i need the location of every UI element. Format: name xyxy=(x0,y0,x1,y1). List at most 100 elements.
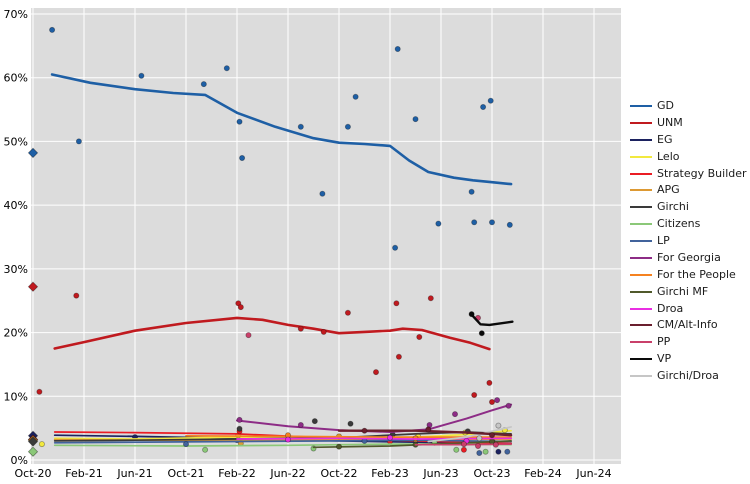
poll-point-strategy-builder xyxy=(460,446,467,453)
series-line-lp xyxy=(53,439,512,444)
poll-point-unm xyxy=(320,328,327,335)
legend-item-lp: LP xyxy=(630,234,670,248)
poll-point-gd xyxy=(223,65,230,72)
legend-color-line xyxy=(630,358,652,361)
poll-point-lp xyxy=(504,448,511,455)
poll-point-unm xyxy=(486,379,493,386)
poll-point-citizens xyxy=(482,448,489,455)
series-line-unm xyxy=(53,316,491,351)
legend-color-line xyxy=(630,256,652,259)
poll-point-gd xyxy=(75,138,82,145)
poll-point-for-georgia xyxy=(297,421,304,428)
poll-point-cm-alt-info xyxy=(488,432,495,439)
poll-point-unm xyxy=(395,353,402,360)
series-line-vp xyxy=(470,313,514,327)
poll-point-gd xyxy=(394,46,401,53)
legend-label: PP xyxy=(657,335,671,349)
poll-point-unm xyxy=(416,333,423,340)
legend-label: CM/Alt-Info xyxy=(657,318,718,332)
y-axis-tick-label: 10% xyxy=(4,390,28,403)
y-axis-tick-label: 40% xyxy=(4,199,28,212)
poll-point-gd xyxy=(239,154,246,161)
poll-point-gd xyxy=(488,219,495,226)
poll-point-cm-alt-info xyxy=(361,427,368,434)
legend-color-line xyxy=(630,341,652,344)
x-axis-tick-label: Feb-21 xyxy=(65,467,102,480)
legend-label: Girchi/Droa xyxy=(657,369,719,383)
y-axis-tick-label: 70% xyxy=(4,8,28,21)
legend-color-line xyxy=(630,375,652,378)
legend-color-line xyxy=(630,121,652,124)
poll-point-girchi-droa xyxy=(495,422,502,429)
legend-label: GD xyxy=(657,99,674,112)
poll-point-gd xyxy=(468,188,475,195)
poll-point-girchi-droa xyxy=(476,435,483,442)
poll-point-for-georgia xyxy=(451,411,458,418)
x-axis-tick-label: Oct-21 xyxy=(168,467,205,480)
poll-point-unm xyxy=(372,369,379,376)
poll-point-gd xyxy=(200,81,207,88)
election-result-diamond-girchi xyxy=(27,436,39,447)
poll-point-eg xyxy=(495,448,502,455)
plot-background xyxy=(31,8,621,464)
poll-point-pp xyxy=(474,442,481,449)
legend-label: For the People xyxy=(657,267,736,281)
legend-color-line xyxy=(630,172,652,175)
poll-point-girchi xyxy=(347,420,354,427)
legend-label: Girchi MF xyxy=(657,284,709,298)
legend-label: For Georgia xyxy=(657,250,721,264)
poll-point-lelo xyxy=(38,441,45,448)
poll-point-gd xyxy=(412,116,419,123)
poll-point-girchi xyxy=(311,418,318,425)
y-axis-tick-label: 60% xyxy=(4,72,28,85)
series-line-girchi-droa xyxy=(427,426,512,443)
legend-label: Droa xyxy=(657,301,684,315)
legend-color-line xyxy=(630,206,652,209)
poll-point-unm xyxy=(427,295,434,302)
legend-label: VP xyxy=(657,352,672,366)
series-line-droa xyxy=(236,437,512,440)
legend-label: EG xyxy=(657,132,673,146)
legend-label: APG xyxy=(657,183,680,197)
legend-item-citizens: Citizens xyxy=(630,217,700,231)
poll-point-pp xyxy=(492,441,499,448)
x-axis-tick-label: Feb-22 xyxy=(218,467,255,480)
legend-item-girchi-droa: Girchi/Droa xyxy=(630,369,719,383)
election-result-diamond-gd xyxy=(27,147,39,159)
poll-point-gd xyxy=(319,190,326,197)
poll-point-gd xyxy=(138,72,145,79)
poll-point-vp xyxy=(468,311,475,318)
legend-color-line xyxy=(630,307,652,310)
legend-label: UNM xyxy=(657,115,683,129)
legend-label: Citizens xyxy=(657,217,701,231)
x-axis-tick-label: Oct-22 xyxy=(321,467,358,480)
legend-item-eg: EG xyxy=(630,133,672,147)
poll-point-lp xyxy=(182,441,189,448)
legend-color-line xyxy=(630,155,652,158)
poll-point-for-georgia xyxy=(494,397,501,404)
poll-point-unm xyxy=(73,292,80,299)
legend-item-for-georgia: For Georgia xyxy=(630,251,721,265)
poll-point-gd xyxy=(487,97,494,104)
legend-item-lelo: Lelo xyxy=(630,150,680,164)
poll-point-droa xyxy=(284,436,291,443)
poll-point-girchi xyxy=(236,425,243,432)
poll-point-cm-alt-info xyxy=(425,426,432,433)
y-axis-tick-label: 50% xyxy=(4,135,28,148)
x-axis-tick-label: Jun-21 xyxy=(116,467,152,480)
poll-point-gd xyxy=(49,26,56,33)
poll-point-gd xyxy=(352,93,359,100)
legend-label: Strategy Builder xyxy=(657,166,747,180)
series-line-gd xyxy=(50,73,513,186)
poll-point-gd xyxy=(392,244,399,251)
poll-point-gd xyxy=(435,220,442,227)
series-line-cm-alt-info xyxy=(337,429,513,437)
poll-point-girchi-mf xyxy=(335,443,342,450)
poll-point-unm xyxy=(393,300,400,307)
legend-item-girchi-mf: Girchi MF xyxy=(630,285,708,299)
poll-point-for-georgia xyxy=(505,402,512,409)
y-axis-tick-label: 30% xyxy=(4,263,28,276)
poll-point-unm xyxy=(471,391,478,398)
